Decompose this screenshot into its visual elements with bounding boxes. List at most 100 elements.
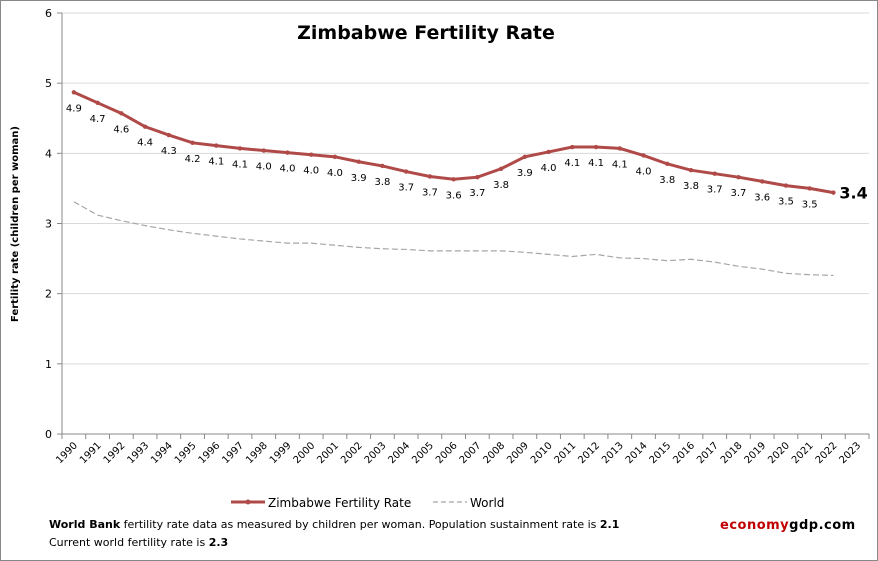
zimbabwe-data-point <box>261 148 266 153</box>
data-label: 3.7 <box>469 188 485 199</box>
zimbabwe-data-point <box>712 171 717 176</box>
y-tick-label: 0 <box>45 428 52 441</box>
x-tick-label: 2019 <box>743 440 769 466</box>
data-label: 4.0 <box>303 166 319 177</box>
x-tick-label: 2016 <box>671 440 697 466</box>
data-label: 3.9 <box>517 168 533 179</box>
zimbabwe-data-point <box>142 124 148 129</box>
x-tick-label: 2021 <box>790 440 816 466</box>
x-tick-label: 2009 <box>505 440 531 466</box>
x-tick-label: 2010 <box>529 440 555 466</box>
data-label: 4.4 <box>137 138 153 149</box>
x-tick-label: 1990 <box>54 440 80 466</box>
x-tick-label: 1999 <box>268 440 294 466</box>
x-tick-label: 1998 <box>244 440 270 466</box>
zimbabwe-data-point <box>119 111 124 116</box>
sustainment-rate-value: 2.1 <box>599 518 620 531</box>
zimbabwe-data-point <box>403 169 409 174</box>
data-label: 3.7 <box>707 185 723 196</box>
zimbabwe-data-point <box>190 140 195 146</box>
data-label: 3.7 <box>422 187 438 198</box>
x-tick-label: 1996 <box>197 440 223 466</box>
data-label: 4.0 <box>256 162 272 173</box>
x-tick-label: 2012 <box>576 440 602 466</box>
x-tick-label: 2022 <box>814 440 840 466</box>
x-tick-label: 2007 <box>458 440 484 466</box>
source-note-line2: Current world fertility rate is 2.3 <box>49 536 228 549</box>
x-tick-label: 2001 <box>315 440 341 466</box>
legend: Zimbabwe Fertility Rate World <box>231 496 504 510</box>
x-tick-label: 1991 <box>78 440 104 466</box>
legend-zimbabwe-label: Zimbabwe Fertility Rate <box>268 496 411 510</box>
x-tick-label: 2015 <box>648 440 674 466</box>
data-label: 4.9 <box>66 103 82 114</box>
latest-value-label: 3.4 <box>839 184 867 203</box>
data-label: 4.6 <box>113 124 129 135</box>
brand-logo[interactable]: economygdp.com <box>720 518 856 533</box>
data-label: 3.8 <box>374 177 390 188</box>
x-tick-label: 2000 <box>292 440 318 466</box>
data-label: 4.1 <box>232 159 248 170</box>
x-tick-label: 2005 <box>410 440 436 466</box>
source-note-text: fertility rate data as measured by child… <box>120 518 600 531</box>
zimbabwe-data-point <box>807 186 812 191</box>
x-tick-label: 2013 <box>600 440 626 466</box>
brand-part1: economy <box>720 518 790 533</box>
x-tick-label: 1994 <box>149 440 175 466</box>
world-rate-value: 2.3 <box>208 536 229 549</box>
x-tick-label: 2002 <box>339 440 365 466</box>
data-label: 4.0 <box>280 164 296 175</box>
zimbabwe-data-point <box>617 146 622 151</box>
zimbabwe-data-point <box>759 179 765 184</box>
data-label: 4.1 <box>612 159 628 170</box>
data-label: 4.0 <box>327 168 343 179</box>
data-label: 4.7 <box>90 114 106 125</box>
zimbabwe-data-point <box>831 190 836 195</box>
y-tick-label: 3 <box>45 218 52 231</box>
zimbabwe-data-point <box>237 146 243 151</box>
data-label: 3.8 <box>659 175 675 186</box>
data-label: 4.1 <box>588 158 604 169</box>
x-tick-label: 2006 <box>434 440 460 466</box>
zimbabwe-data-point <box>546 149 551 155</box>
zimbabwe-data-point <box>665 161 670 167</box>
zimbabwe-data-point <box>475 174 480 180</box>
x-tick-label: 2023 <box>837 440 863 466</box>
source-note-line1: World Bank fertility rate data as measur… <box>49 518 619 531</box>
zimbabwe-data-point <box>427 174 433 179</box>
data-label: 4.1 <box>208 157 224 168</box>
data-label: 3.9 <box>351 173 367 184</box>
world-series-line <box>73 201 834 277</box>
zimbabwe-data-point <box>356 159 361 164</box>
legend-zimbabwe-marker <box>245 499 251 505</box>
chart-title: Zimbabwe Fertility Rate <box>297 22 555 44</box>
zimbabwe-data-point <box>214 143 219 148</box>
brand-part2: gdp.com <box>789 518 856 533</box>
data-label: 4.1 <box>564 158 580 169</box>
x-tick-label: 2011 <box>553 440 579 466</box>
x-tick-label: 2014 <box>624 440 650 466</box>
zimbabwe-data-point <box>570 144 575 150</box>
data-label: 4.0 <box>541 163 557 174</box>
zimbabwe-data-point <box>309 152 314 157</box>
zimbabwe-data-point <box>332 154 338 160</box>
y-axis-label: Fertility rate (children per woman) <box>10 126 21 322</box>
zimbabwe-data-point <box>593 144 599 150</box>
y-tick-label: 1 <box>45 358 52 371</box>
y-tick-label: 5 <box>45 77 52 90</box>
data-label: 3.8 <box>683 181 699 192</box>
zimbabwe-data-point <box>451 177 456 182</box>
y-tick-label: 6 <box>45 7 52 20</box>
zimbabwe-data-point <box>736 174 741 180</box>
source-name: World Bank <box>49 518 121 531</box>
x-tick-label: 1997 <box>220 440 246 466</box>
zimbabwe-data-point <box>522 154 528 160</box>
zimbabwe-data-point <box>166 132 172 138</box>
data-label: 4.0 <box>636 166 652 177</box>
x-tick-label: 2020 <box>766 440 792 466</box>
y-tick-label: 2 <box>45 288 52 301</box>
zimbabwe-data-point <box>688 167 694 173</box>
x-tick-label: 2018 <box>719 440 745 466</box>
data-label: 3.6 <box>446 190 462 201</box>
